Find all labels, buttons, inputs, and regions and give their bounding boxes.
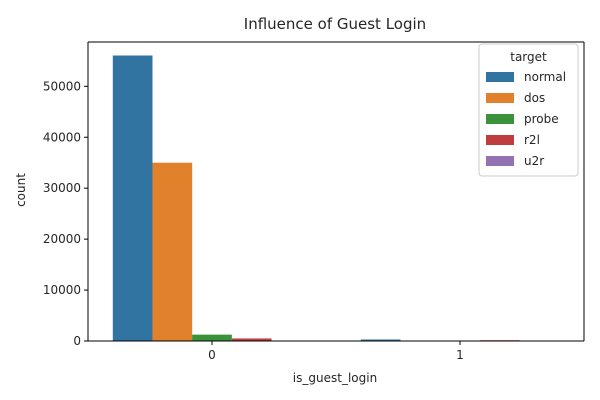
y-tick-label-40000: 40000 — [43, 130, 81, 144]
legend-swatch-r2l — [486, 135, 514, 145]
y-tick-label-0: 0 — [73, 334, 81, 348]
legend-label-normal: normal — [524, 70, 566, 84]
x-tick-label-0: 0 — [208, 348, 216, 362]
bars-group — [112, 55, 560, 342]
bar-r2l-0 — [231, 338, 272, 341]
y-tick-label-10000: 10000 — [43, 283, 81, 297]
x-tick-label-1: 1 — [456, 348, 464, 362]
legend-label-dos: dos — [524, 91, 545, 105]
bar-normal-0 — [112, 55, 153, 342]
bar-dos-0 — [152, 162, 193, 341]
legend-swatch-u2r — [486, 156, 514, 166]
legend-swatch-probe — [486, 114, 514, 124]
legend-label-u2r: u2r — [524, 154, 544, 168]
bar-probe-0 — [192, 334, 232, 341]
y-tick-label-20000: 20000 — [43, 232, 81, 246]
axes-group: 0 10000 20000 30000 40000 50000 0 1 — [43, 41, 585, 362]
legend-swatch-dos — [486, 93, 514, 103]
legend-title: target — [510, 50, 547, 64]
bar-normal-1 — [360, 339, 401, 341]
legend: target normal dos probe r2l u2r — [478, 43, 579, 177]
chart-title: Influence of Guest Login — [244, 15, 426, 33]
legend-label-probe: probe — [524, 112, 559, 126]
y-axis-label: count — [14, 173, 28, 207]
y-tick-label-50000: 50000 — [43, 79, 81, 93]
x-axis-label: is_guest_login — [293, 371, 377, 385]
legend-swatch-normal — [486, 72, 514, 82]
legend-label-r2l: r2l — [524, 133, 540, 147]
y-tick-label-30000: 30000 — [43, 181, 81, 195]
